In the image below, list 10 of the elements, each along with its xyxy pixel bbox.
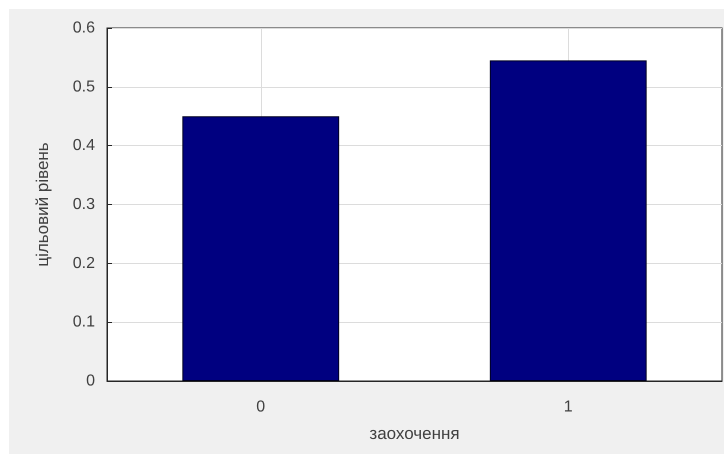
y-tick-label: 0.4 (72, 137, 96, 154)
y-tick-label: 0.2 (72, 254, 96, 272)
y-tick-label: 0.6 (72, 20, 96, 36)
y-tick-label: 0.1 (72, 314, 96, 331)
y-tick-label: 0.5 (72, 78, 96, 96)
x-tick-label: 1 (564, 398, 573, 416)
y-axis-title: цільовий рівень (33, 142, 52, 267)
y-tick-label: 0 (86, 372, 96, 390)
y-tick-label: 0.3 (72, 196, 96, 213)
x-axis-title: заохочення (369, 424, 460, 443)
